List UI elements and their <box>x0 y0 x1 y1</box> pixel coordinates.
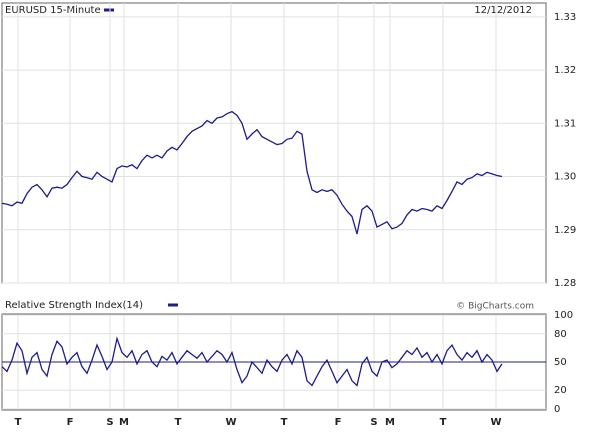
x-tick-label: S <box>106 417 113 428</box>
y-tick-label: 1.28 <box>554 278 576 289</box>
rsi-title: Relative Strength Index(14) <box>5 300 143 311</box>
y-tick-label: 50 <box>554 357 567 368</box>
x-tick-label: T <box>15 417 22 428</box>
x-tick-label: W <box>490 417 501 428</box>
series-line <box>1 336 503 387</box>
x-tick-label: T <box>440 417 447 428</box>
x-tick-label: T <box>175 417 182 428</box>
y-tick-label: 1.32 <box>554 65 576 76</box>
y-tick-label: 100 <box>554 310 573 321</box>
source: © BigCharts.com <box>456 302 534 312</box>
x-tick-label: M <box>119 417 129 428</box>
x-tick-label: T <box>281 417 288 428</box>
y-tick-label: 80 <box>554 329 567 340</box>
price-title: EURUSD 15-Minute <box>5 5 101 16</box>
y-tick-label: 1.33 <box>554 12 576 23</box>
x-tick-label: F <box>67 417 74 428</box>
y-tick-label: 1.31 <box>554 118 576 129</box>
x-tick-label: M <box>385 417 395 428</box>
x-tick-label: F <box>335 417 342 428</box>
x-tick-label: W <box>225 417 236 428</box>
date: 12/12/2012 <box>474 5 532 16</box>
y-tick-label: 0 <box>554 404 560 415</box>
y-tick-label: 1.30 <box>554 172 576 183</box>
y-tick-label: 20 <box>554 385 567 396</box>
y-tick-label: 1.29 <box>554 225 576 236</box>
series-line <box>1 110 503 235</box>
x-tick-label: S <box>370 417 377 428</box>
